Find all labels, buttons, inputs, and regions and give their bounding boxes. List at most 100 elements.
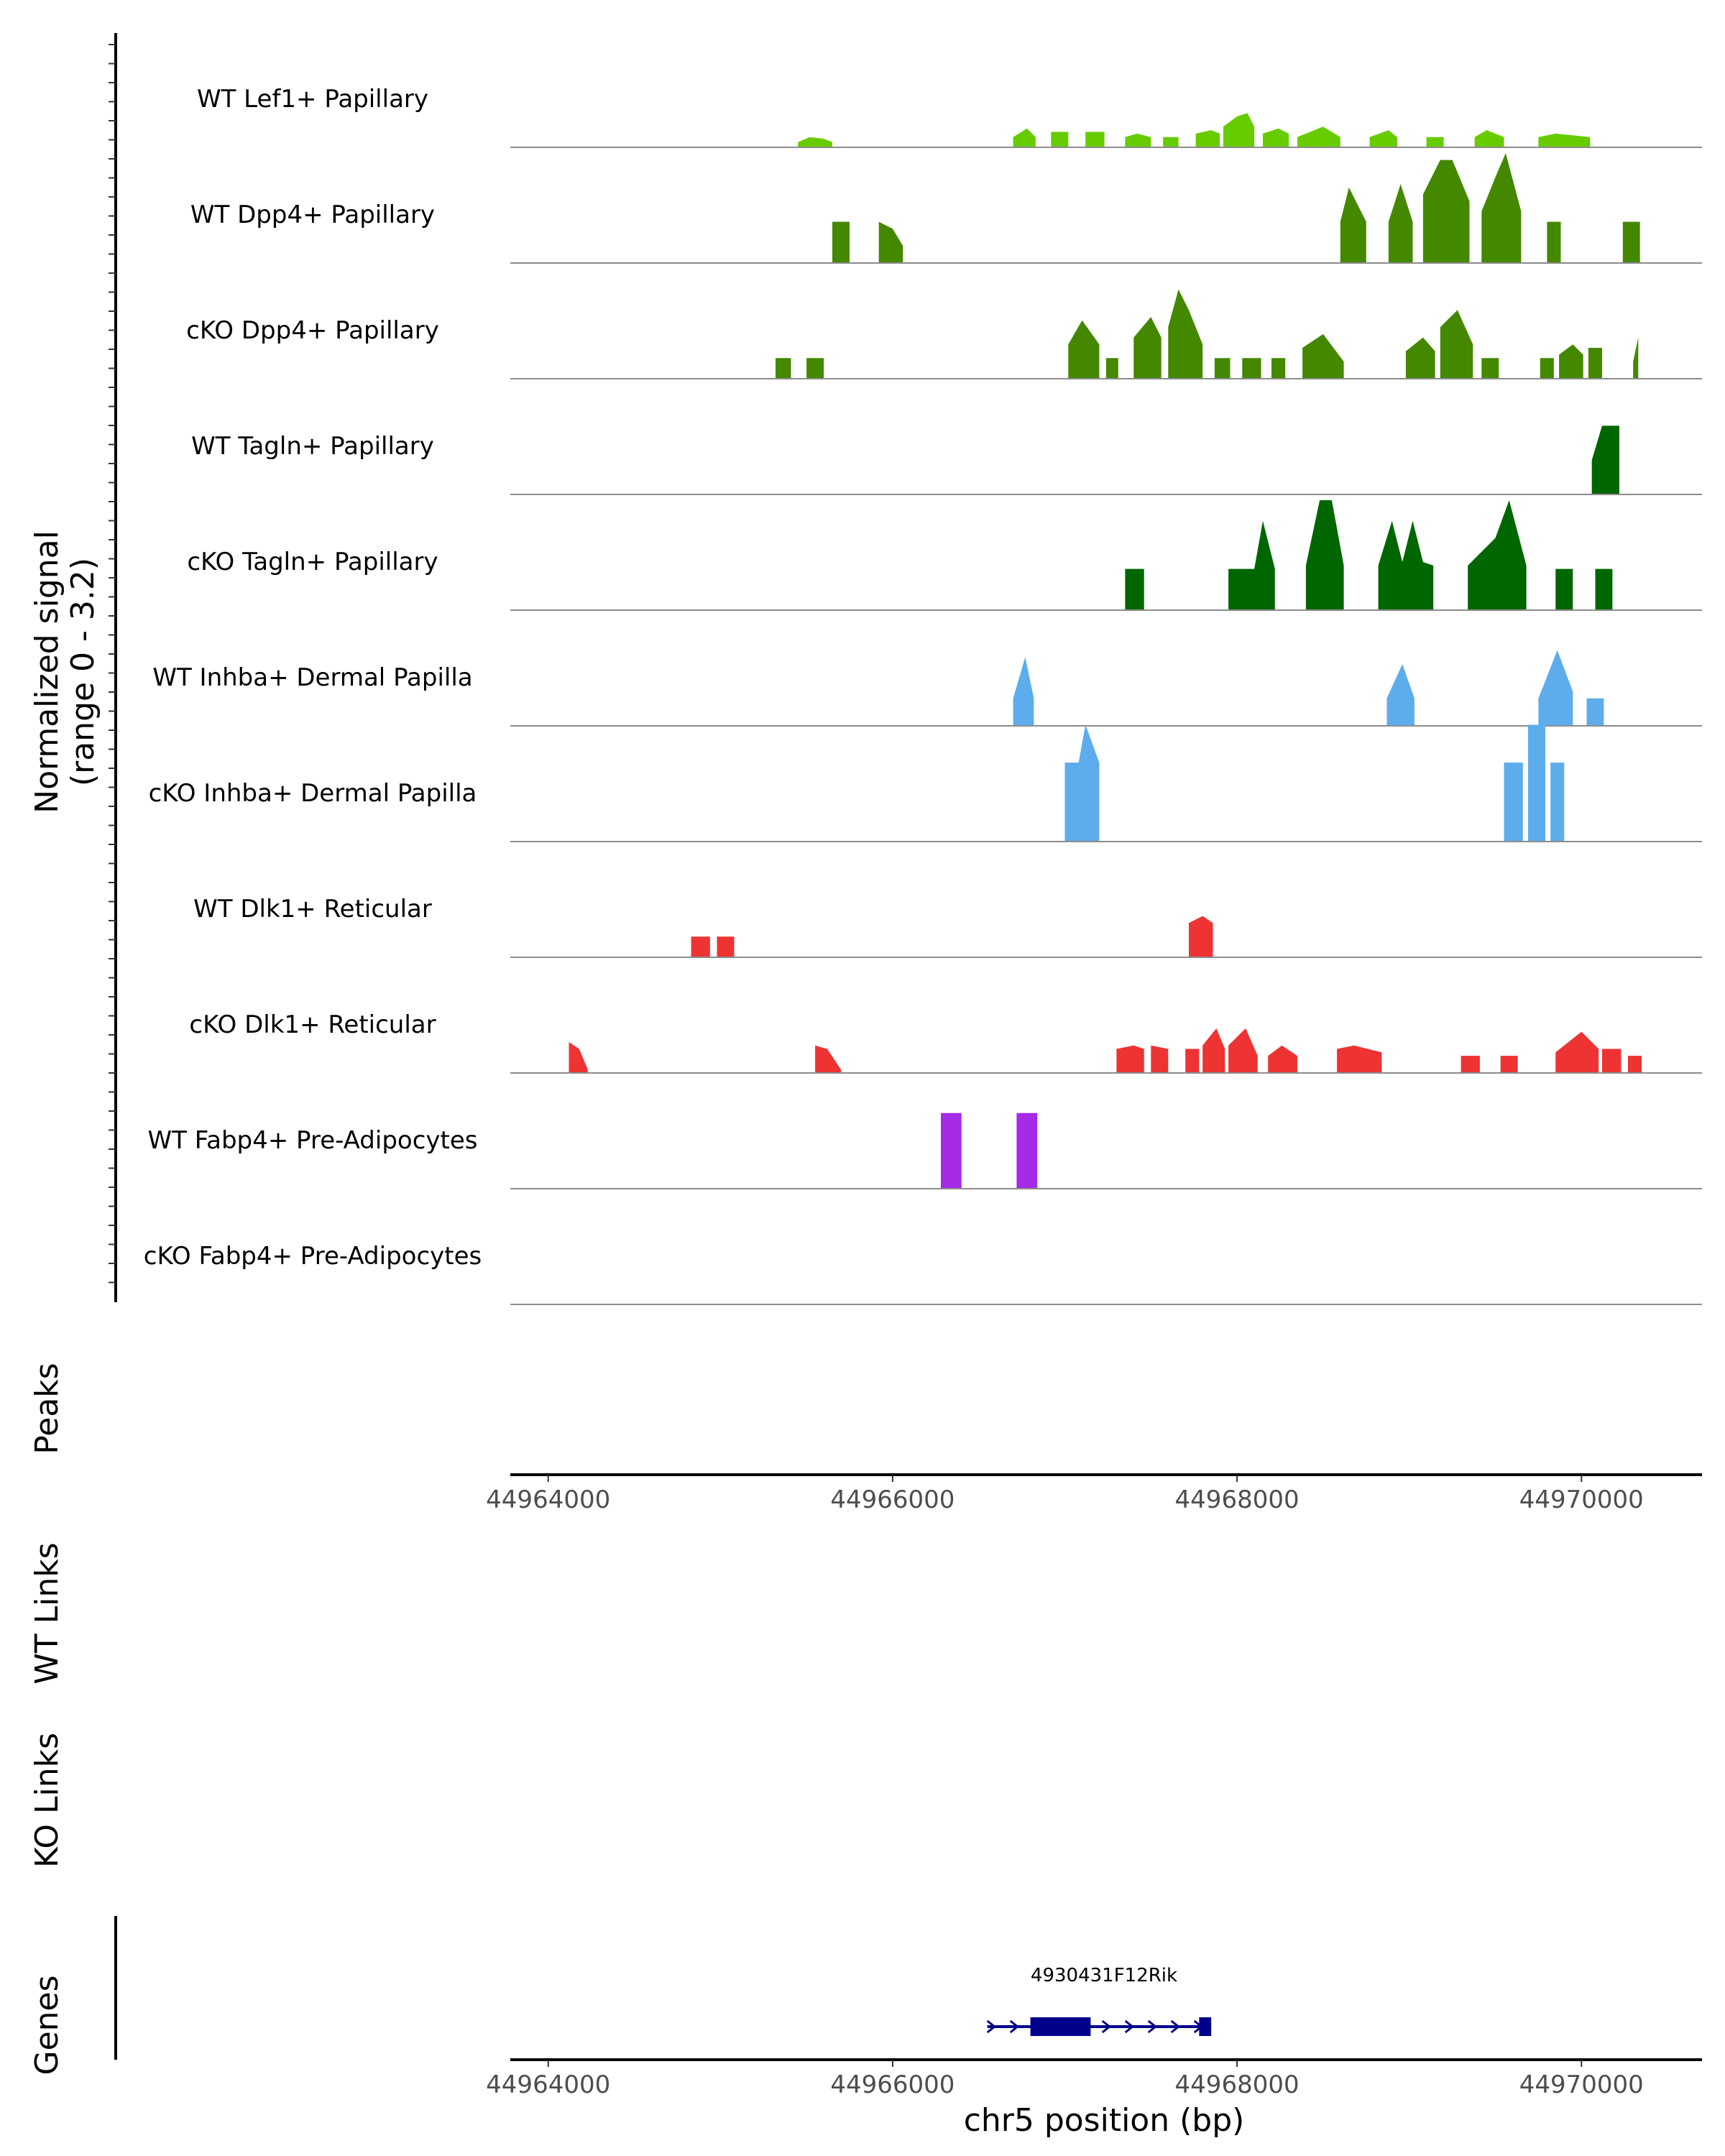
- xaxis-top-tick-label-3: 44970000: [1519, 1485, 1644, 1514]
- coverage-area-cko-dpp4-papillary-0: [776, 358, 791, 379]
- coverage-area-wt-lef1-papillary-8: [1263, 128, 1289, 147]
- coverage-area-wt-dpp4-papillary-4: [1422, 160, 1470, 263]
- coverage-y-ticks: [109, 44, 116, 1284]
- coverage-area-cko-dpp4-papillary-11: [1440, 310, 1473, 379]
- coverage-area-wt-fabp4-pre-adipocytes-0: [941, 1112, 962, 1189]
- gene-exon-0: [1030, 2017, 1091, 2036]
- coverage-area-wt-inhba-dermal-papilla-2: [1538, 650, 1573, 726]
- coverage-area-wt-lef1-papillary-1: [1013, 128, 1036, 147]
- coverage-area-wt-lef1-papillary-3: [1085, 132, 1105, 147]
- coverage-area-cko-dpp4-papillary-3: [1106, 358, 1118, 379]
- track-wt-lef1-papillary: WT Lef1+ Papillary: [197, 85, 1702, 148]
- gene-strand-arrow-8: [1170, 2019, 1181, 2034]
- coverage-area-wt-lef1-papillary-5: [1163, 137, 1179, 147]
- coverage-area-cko-dpp4-papillary-16: [1633, 337, 1639, 379]
- gene-strand-arrow-1: [1009, 2019, 1020, 2034]
- coverage-area-cko-dpp4-papillary-13: [1540, 358, 1554, 379]
- xaxis-top-tick-label-0: 44964000: [486, 1485, 610, 1514]
- coverage-area-wt-dpp4-papillary-6: [1547, 221, 1561, 263]
- peaks-label: Peaks: [29, 1363, 65, 1454]
- coverage-area-cko-dpp4-papillary-12: [1481, 358, 1499, 379]
- coverage-area-wt-inhba-dermal-papilla-1: [1386, 664, 1414, 726]
- track-wt-inhba-dermal-papilla: WT Inhba+ Dermal Papilla: [152, 650, 1702, 727]
- coverage-area-cko-dlk1-reticular-0: [569, 1042, 588, 1073]
- coverage-area-wt-inhba-dermal-papilla-3: [1586, 698, 1604, 726]
- gene-strand-arrow-0: [986, 2019, 997, 2034]
- coverage-area-cko-dlk1-reticular-3: [1151, 1045, 1169, 1073]
- gene-exon-1: [1199, 2017, 1212, 2036]
- coverage-area-cko-tagln-papillary-4: [1468, 500, 1527, 610]
- track-label-wt-inhba-dermal-papilla: WT Inhba+ Dermal Papilla: [152, 663, 472, 692]
- x-axis-title: chr5 position (bp): [964, 2102, 1245, 2139]
- gene-model: [986, 2017, 1212, 2036]
- track-label-cko-inhba-dermal-papilla: cKO Inhba+ Dermal Papilla: [149, 779, 477, 808]
- track-cko-dlk1-reticular: cKO Dlk1+ Reticular: [189, 1010, 1702, 1074]
- coverage-area-cko-tagln-papillary-2: [1305, 500, 1344, 610]
- coverage-area-cko-tagln-papillary-5: [1555, 568, 1573, 610]
- coverage-area-cko-dpp4-papillary-14: [1559, 344, 1583, 379]
- coverage-area-cko-dpp4-papillary-1: [806, 358, 824, 379]
- gene-strand-arrow-6: [1124, 2019, 1135, 2034]
- wt-links-label: WT Links: [29, 1542, 65, 1684]
- coverage-area-wt-lef1-papillary-10: [1369, 130, 1397, 147]
- coverage-ylabel-line2: (range 0 - 3.2): [65, 558, 101, 786]
- coverage-area-cko-dlk1-reticular-12: [1602, 1049, 1622, 1073]
- coverage-area-wt-dpp4-papillary-7: [1622, 221, 1640, 263]
- track-wt-tagln-papillary: WT Tagln+ Papillary: [191, 425, 1702, 495]
- track-cko-dpp4-papillary: cKO Dpp4+ Papillary: [186, 289, 1702, 379]
- coverage-area-cko-dpp4-papillary-10: [1405, 337, 1435, 379]
- track-cko-tagln-papillary: cKO Tagln+ Papillary: [187, 500, 1702, 611]
- xaxis-top-tick-label-2: 44968000: [1175, 1485, 1300, 1514]
- coverage-area-cko-dlk1-reticular-7: [1268, 1045, 1297, 1073]
- coverage-area-cko-dlk1-reticular-9: [1460, 1056, 1480, 1073]
- coverage-area-cko-dpp4-papillary-9: [1302, 333, 1344, 379]
- coverage-area-cko-inhba-dermal-papilla-0: [1064, 724, 1100, 842]
- coverage-area-wt-lef1-papillary-9: [1297, 126, 1340, 147]
- coverage-area-cko-dlk1-reticular-5: [1202, 1028, 1225, 1073]
- coverage-area-wt-lef1-papillary-6: [1195, 130, 1220, 147]
- xaxis-bottom-tick-label-0: 44964000: [486, 2070, 610, 2099]
- coverage-area-wt-lef1-papillary-2: [1051, 132, 1069, 147]
- gene-strand-arrow-5: [1101, 2019, 1112, 2034]
- track-wt-fabp4-pre-adipocytes: WT Fabp4+ Pre-Adipocytes: [148, 1112, 1702, 1189]
- coverage-area-cko-dpp4-papillary-4: [1133, 317, 1162, 379]
- gene-name-label: 4930431F12Rik: [1031, 1965, 1177, 1986]
- coverage-area-wt-lef1-papillary-12: [1474, 130, 1504, 147]
- coverage-area-wt-lef1-papillary-0: [798, 137, 832, 147]
- xaxis-bottom-tick-label-3: 44970000: [1519, 2070, 1644, 2099]
- coverage-area-wt-inhba-dermal-papilla-0: [1013, 657, 1034, 726]
- coverage-area-cko-inhba-dermal-papilla-3: [1550, 763, 1565, 842]
- genes-x-axis: 44964000 44966000 44968000 44970000: [486, 2058, 1702, 2099]
- coverage-area-wt-tagln-papillary-0: [1591, 425, 1619, 494]
- coverage-area-cko-inhba-dermal-papilla-1: [1504, 763, 1523, 842]
- xaxis-bottom-tick-label-2: 44968000: [1175, 2070, 1300, 2099]
- track-label-cko-fabp4-pre-adipocytes: cKO Fabp4+ Pre-Adipocytes: [144, 1242, 482, 1271]
- coverage-area-wt-dpp4-papillary-0: [832, 221, 850, 263]
- coverage-area-wt-dlk1-reticular-1: [717, 936, 735, 957]
- track-label-cko-dpp4-papillary: cKO Dpp4+ Papillary: [186, 316, 439, 345]
- coverage-area-cko-dpp4-papillary-15: [1588, 348, 1602, 379]
- coverage-area-wt-dpp4-papillary-5: [1481, 153, 1522, 263]
- coverage-area-cko-dlk1-reticular-1: [815, 1045, 841, 1073]
- coverage-area-wt-dpp4-papillary-2: [1340, 187, 1366, 263]
- peaks-x-axis: 44964000 44966000 44968000 44970000: [486, 1473, 1702, 1514]
- coverage-area-cko-tagln-papillary-1: [1228, 520, 1275, 610]
- track-label-wt-lef1-papillary: WT Lef1+ Papillary: [197, 85, 428, 114]
- track-wt-dpp4-papillary: WT Dpp4+ Papillary: [190, 153, 1702, 264]
- ko-links-label: KO Links: [29, 1733, 65, 1868]
- genes-label: Genes: [29, 1975, 65, 2075]
- xaxis-top-tick-label-1: 44966000: [830, 1485, 954, 1514]
- coverage-area-wt-dpp4-papillary-3: [1388, 184, 1413, 263]
- coverage-area-cko-dlk1-reticular-11: [1555, 1031, 1599, 1073]
- track-label-wt-fabp4-pre-adipocytes: WT Fabp4+ Pre-Adipocytes: [148, 1126, 478, 1155]
- coverage-area-wt-lef1-papillary-13: [1538, 133, 1591, 147]
- coverage-area-cko-dlk1-reticular-8: [1337, 1045, 1382, 1073]
- coverage-area-cko-dlk1-reticular-4: [1185, 1049, 1200, 1073]
- track-cko-inhba-dermal-papilla: cKO Inhba+ Dermal Papilla: [149, 724, 1702, 842]
- coverage-area-cko-tagln-papillary-3: [1378, 520, 1434, 610]
- coverage-area-cko-dlk1-reticular-10: [1500, 1056, 1518, 1073]
- coverage-tracks: WT Lef1+ Papillary WT Dpp4+ Papillary cKO …: [144, 85, 1702, 1305]
- coverage-area-wt-lef1-papillary-7: [1223, 113, 1255, 147]
